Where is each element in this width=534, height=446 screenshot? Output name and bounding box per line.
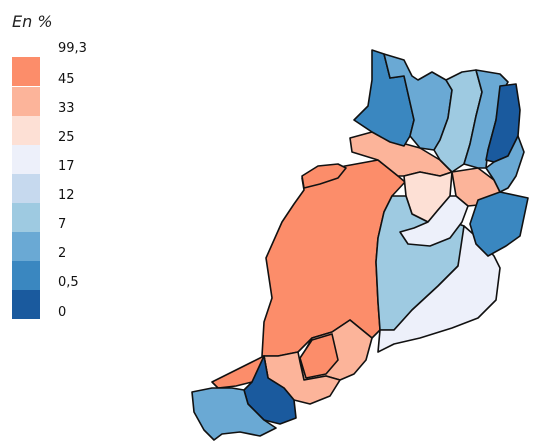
legend-label-7: 7 <box>58 217 67 232</box>
legend-swatch-4 <box>12 145 40 174</box>
legend-label-9: 0,5 <box>58 275 79 290</box>
legend-swatch-2 <box>12 87 40 116</box>
legend-swatch-1 <box>12 57 40 86</box>
region[interactable] <box>191 387 277 441</box>
legend-label-10: 0 <box>58 305 67 320</box>
legend-label-4: 25 <box>58 130 75 145</box>
region[interactable] <box>243 355 297 425</box>
map-legend: 99,3 45 33 25 17 12 7 2 0,5 0 <box>0 0 120 330</box>
legend-label-8: 2 <box>58 246 67 261</box>
unit-label: En % <box>12 12 53 31</box>
region[interactable] <box>299 333 339 379</box>
region[interactable] <box>301 163 347 189</box>
region[interactable] <box>469 191 529 257</box>
legend-label-3: 33 <box>58 101 75 116</box>
legend-swatch-7 <box>12 232 40 261</box>
region[interactable] <box>485 135 525 193</box>
legend-label-2: 45 <box>58 72 75 87</box>
region[interactable] <box>399 195 469 247</box>
legend-label-1: 99,3 <box>58 41 87 56</box>
legend-label-5: 17 <box>58 159 75 174</box>
legend-label-6: 12 <box>58 188 75 203</box>
legend-swatch-6 <box>12 203 40 232</box>
legend-swatch-9 <box>12 290 40 319</box>
region[interactable] <box>377 225 501 353</box>
legend-swatch-8 <box>12 261 40 290</box>
legend-swatch-3 <box>12 116 40 145</box>
legend-swatch-5 <box>12 174 40 203</box>
